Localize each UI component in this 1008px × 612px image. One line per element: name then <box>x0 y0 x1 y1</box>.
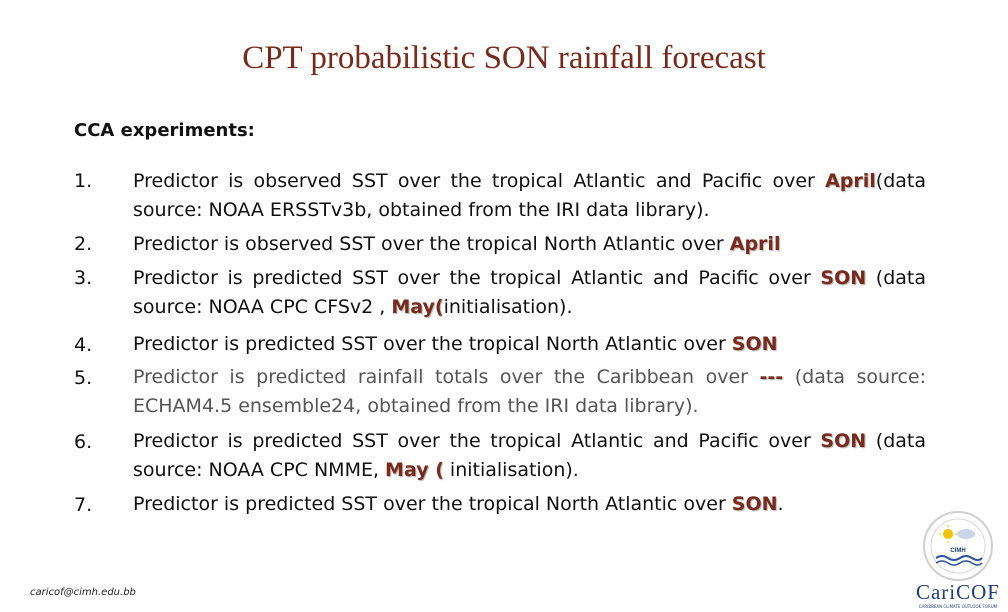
seal-text: CIMH <box>950 548 965 554</box>
highlight-season: SON <box>731 333 778 355</box>
list-number: 6. <box>74 431 93 453</box>
list-item: Predictor is predicted SST over the trop… <box>133 493 784 515</box>
list-item: Predictor is predicted SST over the trop… <box>133 267 927 318</box>
logo-tagline: CARIBBEAN CLIMATE OUTLOOK FORUM <box>918 604 998 609</box>
highlight-season: --- <box>759 366 784 388</box>
highlight-month: May( <box>391 296 444 318</box>
list-item: Predictor is predicted rainfall totals o… <box>133 366 926 417</box>
logo-name: CariCOF <box>915 580 1000 604</box>
highlight-season: SON <box>731 493 778 515</box>
list-number: 7. <box>74 494 93 516</box>
highlight-season: SON <box>820 267 867 289</box>
list-number: 4. <box>74 334 93 356</box>
list-number: 3. <box>74 267 93 289</box>
highlight-month: April <box>825 170 876 192</box>
cimh-seal-icon: CIMH <box>923 511 993 581</box>
list-item: Predictor is observed SST over the tropi… <box>133 233 781 255</box>
list-item: Predictor is observed SST over the tropi… <box>133 170 926 221</box>
footer-email: caricof@cimh.edu.bb <box>30 587 136 598</box>
list-item: Predictor is predicted SST over the trop… <box>133 430 927 481</box>
slide-title: CPT probabilistic SON rainfall forecast <box>242 40 766 76</box>
highlight-month: May ( <box>385 459 444 481</box>
highlight-season: SON <box>820 430 867 452</box>
list-number: 1. <box>74 170 93 192</box>
caricof-logo: CIMH CariCOF CARIBBEAN CLIMATE OUTLOOK F… <box>910 510 1006 610</box>
highlight-month: April <box>729 233 781 255</box>
list-item: Predictor is predicted SST over the trop… <box>133 333 778 355</box>
section-heading: CCA experiments: <box>74 120 255 141</box>
list-number: 2. <box>74 233 93 255</box>
list-number: 5. <box>74 367 93 389</box>
